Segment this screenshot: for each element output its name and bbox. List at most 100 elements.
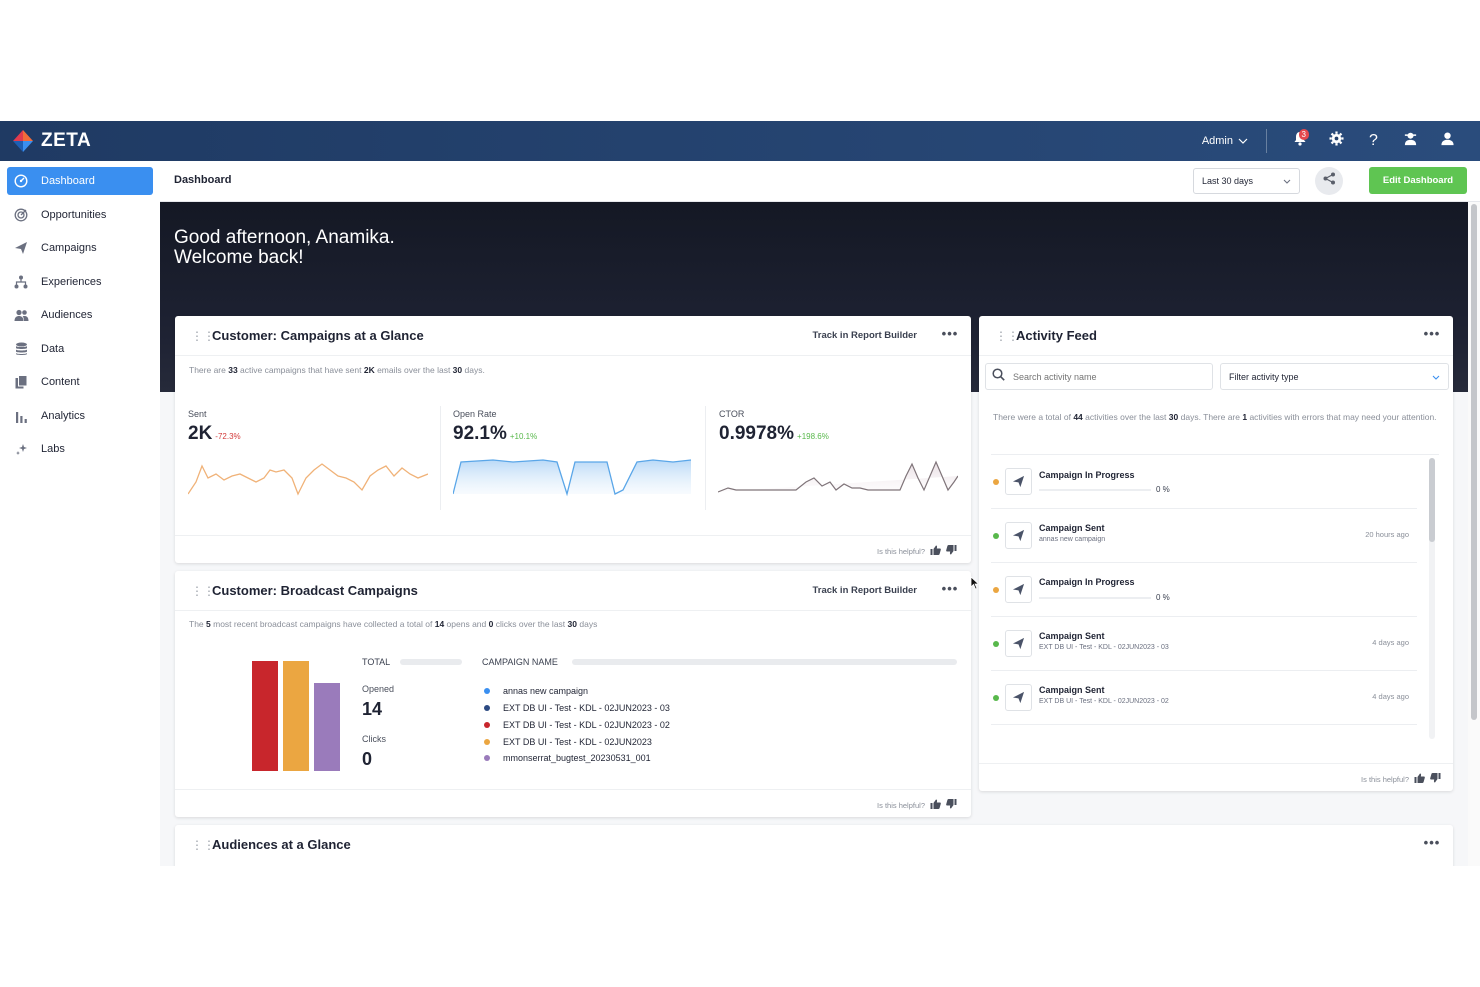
- mouse-cursor: [970, 576, 980, 595]
- list-item[interactable]: Campaign In Progress 0 %: [991, 563, 1417, 617]
- search-icon: [992, 367, 1005, 386]
- sidebar-item-labs[interactable]: Labs: [7, 435, 153, 463]
- people-icon: [7, 309, 35, 322]
- help-button[interactable]: ?: [1355, 121, 1392, 161]
- metric-delta: +10.1%: [509, 432, 538, 441]
- sidebar-item-analytics[interactable]: Analytics: [7, 402, 153, 430]
- activity-title: Campaign In Progress: [1039, 470, 1135, 480]
- drag-handle-icon[interactable]: ⋮⋮: [191, 329, 215, 343]
- thumbs-up-icon[interactable]: [930, 545, 941, 557]
- card-footer: Is this helpful?: [175, 535, 971, 563]
- thumbs-up-icon[interactable]: [1414, 773, 1425, 785]
- list-item[interactable]: Campaign Sent EXT DB UI - Test - KDL - 0…: [991, 617, 1417, 671]
- metric-value: 92.1% +10.1%: [453, 423, 538, 444]
- feedback: Is this helpful?: [877, 799, 957, 811]
- campaign-name-header: CAMPAIGN NAME: [482, 657, 558, 667]
- feedback: Is this helpful?: [1361, 773, 1441, 785]
- activity-type-filter[interactable]: Filter activity type: [1220, 363, 1449, 390]
- activity-list: Campaign In Progress 0 % Campaign Sent a…: [991, 454, 1439, 750]
- legend-dot: [484, 755, 490, 761]
- legend-item: EXT DB UI - Test - KDL - 02JUN2023 - 02: [484, 720, 670, 730]
- legend-item: EXT DB UI - Test - KDL - 02JUN2023: [484, 737, 652, 747]
- logo[interactable]: ZETA: [11, 129, 91, 153]
- page-scroll-thumb[interactable]: [1471, 204, 1477, 720]
- metric-divider: [440, 406, 441, 510]
- edit-dashboard-button[interactable]: Edit Dashboard: [1369, 167, 1467, 194]
- helpful-label: Is this helpful?: [877, 800, 925, 810]
- sidebar-item-dashboard[interactable]: Dashboard: [7, 167, 153, 195]
- target-icon: [7, 208, 35, 222]
- thumbs-up-icon[interactable]: [930, 799, 941, 811]
- sidebar-item-opportunities[interactable]: Opportunities: [7, 201, 153, 229]
- more-options-icon[interactable]: •••: [941, 581, 959, 596]
- profile-button[interactable]: [1429, 121, 1466, 161]
- track-in-report-builder-link[interactable]: Track in Report Builder: [812, 585, 917, 596]
- metric-open-rate: Open Rate 92.1% +10.1%: [453, 409, 537, 445]
- broadcast-campaigns-card: ⋮⋮ Customer: Broadcast Campaigns Track i…: [175, 571, 971, 817]
- thumbs-down-icon[interactable]: [1430, 773, 1441, 785]
- activity-title: Campaign In Progress: [1039, 577, 1135, 587]
- legend-dot: [484, 739, 490, 745]
- sidebar-item-campaigns[interactable]: Campaigns: [7, 234, 153, 262]
- page-scrollbar[interactable]: [1468, 202, 1480, 866]
- legend-dot: [484, 705, 490, 711]
- status-dot: [993, 641, 999, 647]
- sidebar-item-experiences[interactable]: Experiences: [7, 268, 153, 296]
- share-button[interactable]: [1315, 167, 1343, 195]
- thumbs-down-icon[interactable]: [946, 545, 957, 557]
- metric-divider: [705, 406, 706, 510]
- campaigns-glance-card: ⋮⋮ Customer: Campaigns at a Glance Track…: [175, 316, 971, 563]
- track-in-report-builder-link[interactable]: Track in Report Builder: [812, 330, 917, 341]
- user-badge-icon: [1403, 131, 1418, 151]
- feed-scrollbar[interactable]: [1429, 458, 1435, 739]
- card-title: Activity Feed: [1016, 328, 1097, 343]
- ctor-sparkline: [718, 460, 958, 493]
- legend-dot: [484, 722, 490, 728]
- more-options-icon[interactable]: •••: [1423, 835, 1441, 850]
- admin-menu[interactable]: Admin: [1202, 129, 1267, 153]
- sidebar-item-content[interactable]: Content: [7, 368, 153, 396]
- activity-title: Campaign Sent: [1039, 523, 1105, 533]
- notifications-button[interactable]: 3: [1281, 121, 1318, 161]
- card-header: ⋮⋮ Customer: Broadcast Campaigns Track i…: [175, 571, 971, 611]
- page-title: Dashboard: [174, 174, 232, 186]
- activity-title: Campaign Sent: [1039, 631, 1105, 641]
- search-input[interactable]: [1013, 371, 1193, 382]
- activity-time: 4 days ago: [1372, 692, 1409, 701]
- feed-scroll-thumb[interactable]: [1429, 458, 1435, 542]
- drag-handle-icon[interactable]: ⋮⋮: [995, 329, 1019, 343]
- status-dot: [993, 587, 999, 593]
- legend-item: mmonserrat_bugtest_20230531_001: [484, 753, 651, 763]
- paper-plane-icon: [1005, 468, 1032, 495]
- sidebar-item-label: Experiences: [41, 276, 102, 288]
- metric-value: 2K -72.3%: [188, 423, 241, 444]
- card-header: ⋮⋮ Audiences at a Glance •••: [175, 825, 1453, 865]
- notification-badge: 3: [1298, 129, 1309, 140]
- activity-search[interactable]: [985, 363, 1213, 390]
- more-options-icon[interactable]: •••: [941, 326, 959, 341]
- clicks-label: Clicks: [362, 734, 386, 744]
- clicks-value: 0: [362, 749, 373, 769]
- agent-button[interactable]: [1392, 121, 1429, 161]
- legend-item: annas new campaign: [484, 686, 588, 696]
- sidebar-item-label: Audiences: [41, 309, 93, 321]
- sidebar-item-label: Content: [41, 376, 80, 388]
- sidebar-item-audiences[interactable]: Audiences: [7, 301, 153, 329]
- date-range-select[interactable]: Last 30 days: [1193, 168, 1300, 194]
- metric-label: Open Rate: [453, 409, 497, 419]
- metric-delta: +198.6%: [797, 432, 829, 441]
- sidebar-item-data[interactable]: Data: [7, 335, 153, 363]
- paper-plane-icon: [1005, 684, 1032, 711]
- list-item[interactable]: Campaign Sent annas new campaign 20 hour…: [991, 509, 1417, 563]
- more-options-icon[interactable]: •••: [1423, 326, 1441, 341]
- sidebar-item-label: Dashboard: [41, 175, 95, 187]
- paper-plane-icon: [1005, 576, 1032, 603]
- list-item[interactable]: Campaign Sent EXT DB UI - Test - KDL - 0…: [991, 671, 1417, 725]
- thumbs-down-icon[interactable]: [946, 799, 957, 811]
- legend-item: EXT DB UI - Test - KDL - 02JUN2023 - 03: [484, 703, 670, 713]
- chevron-down-icon: [1283, 176, 1291, 186]
- settings-button[interactable]: [1318, 121, 1355, 161]
- list-item[interactable]: Campaign In Progress 0 %: [991, 455, 1417, 509]
- drag-handle-icon[interactable]: ⋮⋮: [191, 838, 215, 852]
- drag-handle-icon[interactable]: ⋮⋮: [191, 584, 215, 598]
